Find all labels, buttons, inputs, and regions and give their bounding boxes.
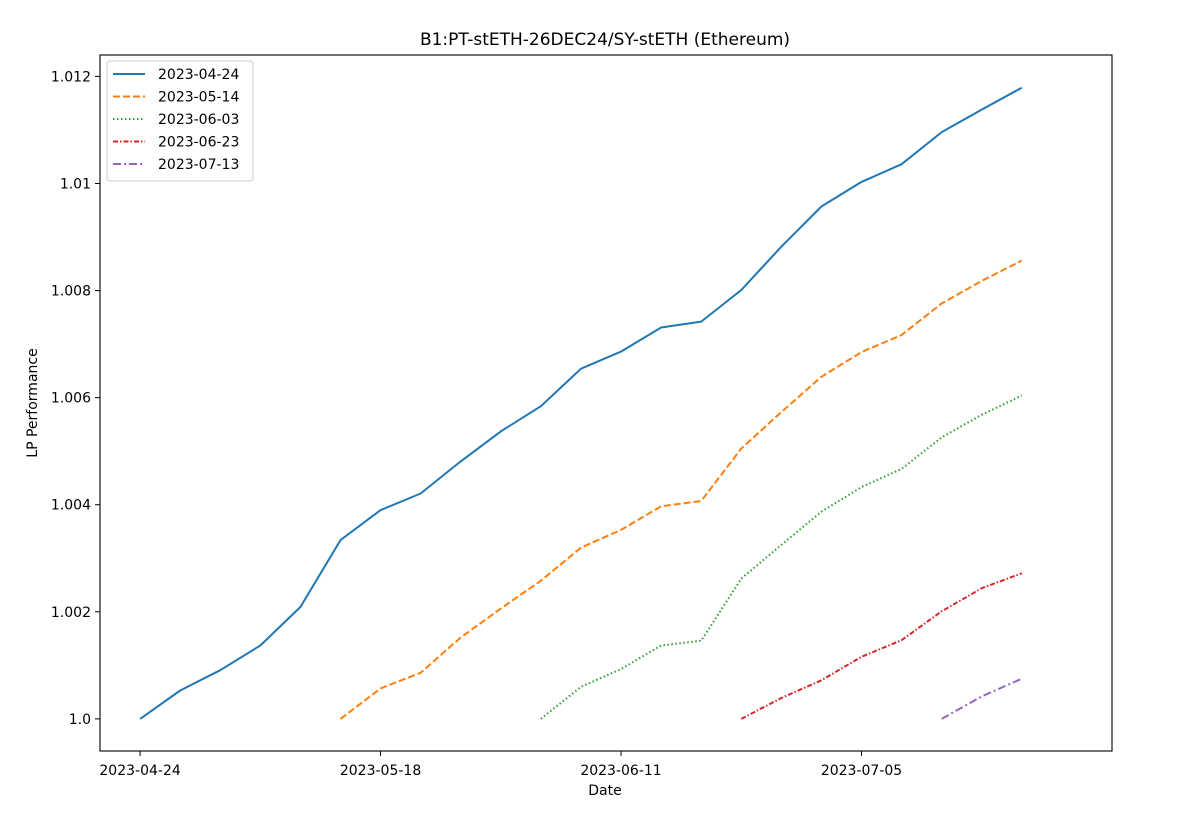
series-line-2023-06-03 xyxy=(540,394,1023,720)
legend-label: 2023-05-14 xyxy=(158,90,239,106)
legend-frame xyxy=(106,60,254,182)
legend-label: 2023-06-23 xyxy=(158,135,239,151)
series-line-2023-05-14 xyxy=(339,259,1023,720)
x-tick-label: 2023-07-05 xyxy=(821,763,902,779)
y-tick-label: 1.012 xyxy=(51,69,91,85)
legend: 2023-04-24 2023-05-14 2023-06-03 2023-06-23… xyxy=(106,60,254,182)
y-tick-label: 1.002 xyxy=(51,605,91,621)
chart-title: B1:PT-stETH-26DEC24/SY-stETH (Ethereum) xyxy=(420,30,790,50)
legend-label: 2023-06-03 xyxy=(158,112,239,128)
y-tick-label: 1.01 xyxy=(60,176,91,192)
y-tick-label: 1.008 xyxy=(51,284,91,300)
series-line-2023-07-13 xyxy=(941,677,1023,720)
x-tick-label: 2023-06-11 xyxy=(580,763,661,779)
x-tick-label: 2023-05-18 xyxy=(340,763,421,779)
x-axis-ticks: 2023-04-24 2023-05-18 2023-06-11 2023-07-05 xyxy=(99,751,902,779)
x-axis-label: Date xyxy=(588,783,621,799)
legend-label: 2023-07-13 xyxy=(158,157,239,173)
series-line-2023-06-23 xyxy=(740,572,1023,720)
y-tick-label: 1.006 xyxy=(51,391,91,407)
x-tick-label: 2023-04-24 xyxy=(99,763,180,779)
y-tick-label: 1.004 xyxy=(51,498,91,514)
y-axis-ticks: 1.0 1.002 1.004 1.006 1.008 1.01 1.012 xyxy=(51,69,100,728)
legend-label: 2023-04-24 xyxy=(158,67,239,83)
y-tick-label: 1.0 xyxy=(69,712,91,728)
plot-area-frame xyxy=(99,54,1113,752)
series-layer xyxy=(139,86,1023,720)
series-line-2023-04-24 xyxy=(139,86,1023,720)
y-axis-label: LP Performance xyxy=(25,348,41,457)
